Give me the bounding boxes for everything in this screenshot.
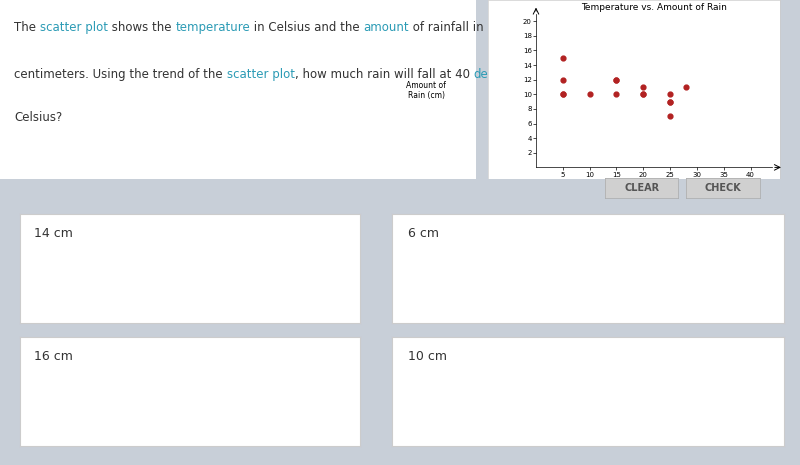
Text: shows the: shows the — [108, 21, 175, 34]
Point — [637, 91, 650, 98]
Text: , how much rain will fall at 40: , how much rain will fall at 40 — [294, 68, 474, 81]
Text: The: The — [14, 21, 40, 34]
Text: 10 cm: 10 cm — [408, 350, 446, 363]
Point — [637, 83, 650, 91]
Text: scatter plot: scatter plot — [40, 21, 108, 34]
Text: in Celsius and the: in Celsius and the — [250, 21, 363, 34]
Point — [637, 91, 650, 98]
Text: of rainfall in: of rainfall in — [409, 21, 484, 34]
Text: temperature: temperature — [175, 21, 250, 34]
Point — [557, 91, 570, 98]
Point — [557, 54, 570, 61]
Text: 14 cm: 14 cm — [34, 227, 73, 240]
Point — [610, 91, 623, 98]
Title: Temperature vs. Amount of Rain: Temperature vs. Amount of Rain — [581, 3, 727, 12]
Text: Celsius?: Celsius? — [14, 111, 62, 124]
Text: amount: amount — [363, 21, 409, 34]
Point — [583, 91, 596, 98]
Point — [664, 98, 677, 106]
Point — [610, 76, 623, 83]
Text: scatter plot: scatter plot — [226, 68, 294, 81]
Text: centimeters. Using the trend of the: centimeters. Using the trend of the — [14, 68, 226, 81]
Point — [610, 76, 623, 83]
Text: 16 cm: 16 cm — [34, 350, 73, 363]
Y-axis label: Amount of
Rain (cm): Amount of Rain (cm) — [406, 81, 446, 100]
Point — [557, 76, 570, 83]
Point — [664, 91, 677, 98]
Text: 6 cm: 6 cm — [408, 227, 438, 240]
Point — [557, 91, 570, 98]
Text: CLEAR: CLEAR — [624, 183, 659, 193]
Point — [664, 98, 677, 106]
Text: degrees: degrees — [474, 68, 521, 81]
Point — [664, 113, 677, 120]
Point — [680, 83, 693, 91]
X-axis label: Temperature (°C): Temperature (°C) — [621, 180, 687, 189]
Text: CHECK: CHECK — [705, 183, 742, 193]
